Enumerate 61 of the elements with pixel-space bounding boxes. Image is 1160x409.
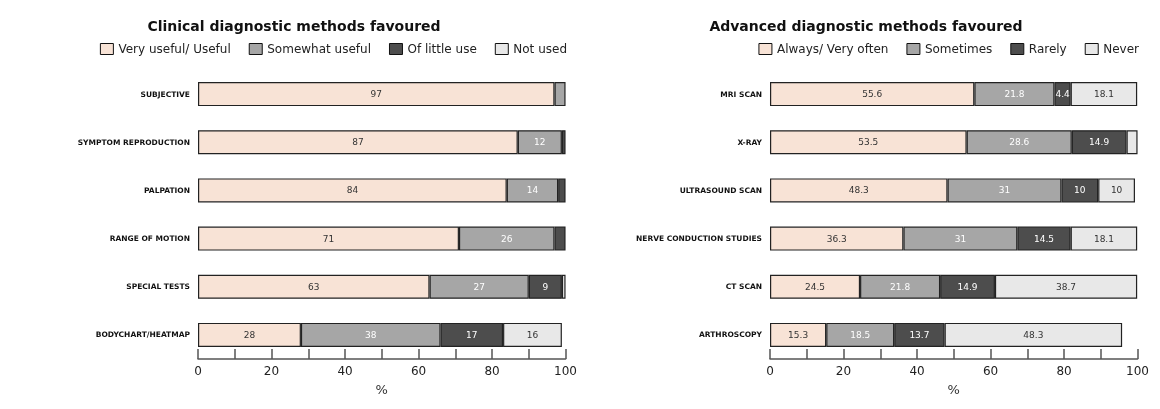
legend-label: Always/ Very often xyxy=(776,42,889,56)
x-tick-label: 100 xyxy=(554,364,577,378)
data-label: 18.1 xyxy=(1093,89,1114,100)
x-tick-label: 0 xyxy=(194,364,202,378)
legend-label: Somewhat useful xyxy=(267,42,371,56)
data-label: 18.1 xyxy=(1093,233,1114,244)
legend-label: Rarely xyxy=(1028,42,1067,56)
data-label: 97 xyxy=(370,89,382,100)
x-axis-title: % xyxy=(947,382,960,397)
data-label: 12 xyxy=(534,137,546,148)
data-label: 15.3 xyxy=(788,329,809,340)
data-label: 14.9 xyxy=(1089,137,1110,148)
data-label: 26 xyxy=(501,233,513,244)
legend-label: Of little use xyxy=(407,42,477,56)
data-label: 38 xyxy=(365,329,377,340)
legend-label: Sometimes xyxy=(924,42,993,56)
data-label: 10 xyxy=(1110,185,1123,196)
data-label: 87 xyxy=(352,137,364,148)
data-label: 13.7 xyxy=(909,329,930,340)
data-label: 14.5 xyxy=(1033,233,1055,244)
x-axis-title: % xyxy=(375,382,388,397)
data-label: 27 xyxy=(473,281,485,292)
data-label: 18.5 xyxy=(850,329,871,340)
data-label: 24.5 xyxy=(805,281,826,292)
data-label: 4.4 xyxy=(1055,89,1070,100)
data-label: 17 xyxy=(466,329,478,340)
data-label: 21.8 xyxy=(890,281,911,292)
data-label: 53.5 xyxy=(858,137,879,148)
data-label: 21.8 xyxy=(1004,89,1025,100)
data-label: 55.6 xyxy=(862,89,883,100)
legend-label: Not used xyxy=(513,42,568,56)
data-label: 28.6 xyxy=(1009,137,1030,148)
x-tick-label: 80 xyxy=(484,364,500,378)
x-tick-label: 20 xyxy=(263,364,280,378)
data-label: 38.7 xyxy=(1056,281,1077,292)
x-tick-label: 40 xyxy=(337,364,353,378)
data-label: 10 xyxy=(1074,185,1086,196)
x-tick-label: 0 xyxy=(766,364,774,378)
data-label: 36.3 xyxy=(826,233,847,244)
x-tick-label: 80 xyxy=(1056,364,1072,378)
data-label: 31 xyxy=(954,233,967,244)
data-label: 48.3 xyxy=(1023,329,1044,340)
data-label: 71 xyxy=(322,233,335,244)
x-tick-label: 60 xyxy=(982,364,999,378)
data-label: 16 xyxy=(526,329,539,340)
x-tick-label: 60 xyxy=(410,364,427,378)
data-label: 14.9 xyxy=(957,281,978,292)
data-label: 14 xyxy=(526,185,539,196)
legend-label: Very useful/ Useful xyxy=(118,42,231,56)
data-label: 84 xyxy=(346,185,359,196)
x-tick-label: 20 xyxy=(835,364,852,378)
chart-title: Advanced diagnostic methods favoured xyxy=(709,18,1023,34)
legend-label: Never xyxy=(1103,42,1140,56)
x-tick-label: 40 xyxy=(909,364,925,378)
data-label: 48.3 xyxy=(848,185,869,196)
data-label: 63 xyxy=(308,281,320,292)
chart-title: Clinical diagnostic methods favoured xyxy=(147,18,441,34)
data-label: 31 xyxy=(998,185,1011,196)
data-label: 9 xyxy=(542,281,549,292)
data-label: 28 xyxy=(243,329,256,340)
x-tick-label: 100 xyxy=(1126,364,1149,378)
